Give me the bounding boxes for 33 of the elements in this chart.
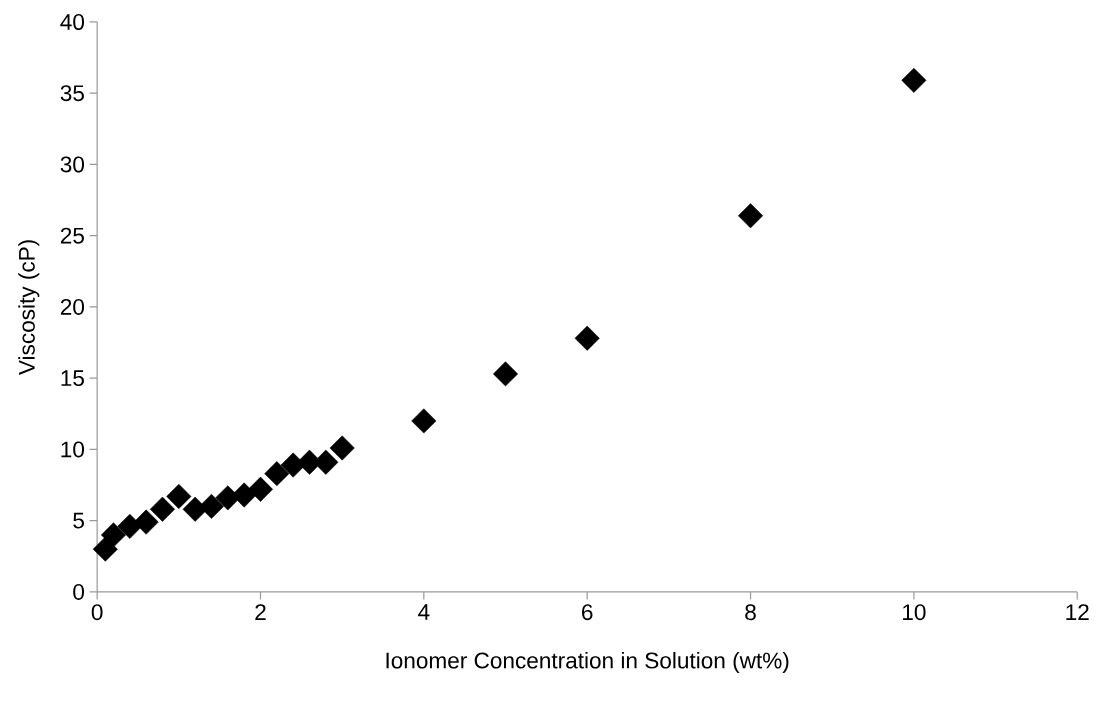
x-tick-label: 10	[903, 604, 926, 621]
x-tick-label: 6	[582, 604, 593, 621]
point	[92, 536, 118, 562]
point	[901, 67, 927, 93]
point	[166, 483, 192, 509]
x-axis-title: Ionomer Concentration in Solution (wt%)	[386, 651, 789, 673]
y-tick-label: 15	[61, 370, 84, 386]
point	[150, 496, 175, 522]
y-tick-label: 20	[60, 298, 85, 315]
x-tick-label: 12	[1066, 604, 1089, 620]
y-tick-label: 30	[60, 156, 85, 173]
point	[574, 325, 600, 351]
y-tick-label: 40	[60, 13, 85, 30]
point	[738, 203, 764, 229]
point	[411, 408, 437, 434]
x-tick-label: 2	[255, 604, 266, 620]
point	[231, 482, 257, 508]
point	[248, 476, 273, 502]
point	[199, 493, 224, 519]
point	[329, 435, 355, 461]
point	[264, 461, 290, 487]
x-tick-label: 0	[91, 604, 103, 621]
point	[493, 361, 518, 387]
x-tick-label: 8	[745, 604, 756, 621]
y-axis-title: Viscosity (cP)	[18, 240, 40, 375]
point	[100, 522, 126, 548]
y-tick-label: 35	[60, 85, 84, 102]
y-tick-label: 5	[73, 512, 84, 529]
y-tick-label: 25	[60, 227, 84, 244]
y-tick-label: 10	[61, 441, 85, 458]
x-tick-label: 4	[418, 604, 430, 620]
y-tick-label: 0	[73, 583, 85, 600]
point	[133, 509, 159, 535]
